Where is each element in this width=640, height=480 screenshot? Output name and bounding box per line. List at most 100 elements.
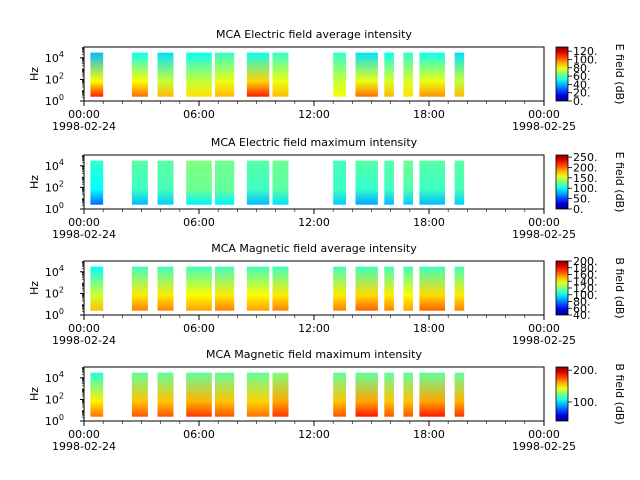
data-block xyxy=(384,52,394,97)
start-date-label: 1998-02-24 xyxy=(52,334,116,347)
colorbar-tick-label: 100. xyxy=(573,53,598,66)
end-date-label: 1998-02-25 xyxy=(512,120,576,133)
x-tick-label: 00:00 xyxy=(528,216,560,229)
start-date-label: 1998-02-24 xyxy=(52,440,116,453)
data-block xyxy=(333,160,346,205)
y-tick-label: 100 xyxy=(45,307,64,322)
data-block xyxy=(272,52,289,97)
y-tick-label: 102 xyxy=(45,179,64,194)
x-tick-label: 12:00 xyxy=(298,216,330,229)
colorbar-tick-label: 120. xyxy=(573,282,598,295)
data-block xyxy=(131,160,148,205)
end-date-label: 1998-02-25 xyxy=(512,228,576,241)
data-block xyxy=(419,266,445,311)
colorbar-tick-label: 200. xyxy=(573,255,598,268)
data-block xyxy=(355,52,378,97)
colorbar-tick-label: 200. xyxy=(573,161,598,174)
x-tick-label: 18:00 xyxy=(413,216,445,229)
x-tick-label: 00:00 xyxy=(528,108,560,121)
colorbar-tick-label: 180. xyxy=(573,262,598,275)
y-tick-label: 104 xyxy=(45,50,64,65)
colorbar-tick-label: 80. xyxy=(573,296,591,309)
data-block xyxy=(403,266,413,311)
colorbar-tick-label: 140. xyxy=(573,275,598,288)
data-block xyxy=(403,52,413,97)
y-axis-label: Hz xyxy=(28,387,41,401)
data-block xyxy=(454,372,465,417)
colorbar-tick-label: 120. xyxy=(573,45,598,58)
chart-panel-1: MCA Electric field average intensity 100 1… xyxy=(28,28,626,133)
x-tick-label: 00:00 xyxy=(528,322,560,335)
colorbar-label: E field (dB) xyxy=(613,44,626,105)
data-block xyxy=(419,372,445,417)
data-block xyxy=(215,160,235,205)
data-block xyxy=(186,372,212,417)
colorbar-label: B field (dB) xyxy=(613,363,626,424)
start-date-label: 1998-02-24 xyxy=(52,228,116,241)
data-block xyxy=(157,160,174,205)
colorbar-label: E field (dB) xyxy=(613,152,626,213)
plot-frame xyxy=(83,260,545,316)
y-tick-label: 104 xyxy=(45,158,64,173)
y-tick-label: 100 xyxy=(45,201,64,216)
colorbar xyxy=(555,46,569,102)
data-block xyxy=(272,160,289,205)
data-block xyxy=(419,160,445,205)
data-block xyxy=(333,372,346,417)
data-block xyxy=(419,52,445,97)
data-block xyxy=(384,160,394,205)
data-block xyxy=(454,52,465,97)
x-tick-label: 18:00 xyxy=(413,108,445,121)
data-block xyxy=(131,266,148,311)
colorbar xyxy=(555,154,569,210)
y-axis-label: Hz xyxy=(28,175,41,189)
data-block xyxy=(157,52,174,97)
colorbar-tick-label: 60. xyxy=(573,70,591,83)
chart-title: MCA Electric field maximum intensity xyxy=(211,136,418,149)
colorbar xyxy=(555,260,569,316)
chart-title: MCA Magnetic field maximum intensity xyxy=(206,348,422,361)
data-block xyxy=(186,160,212,205)
x-tick-label: 12:00 xyxy=(298,322,330,335)
chart-title: MCA Electric field average intensity xyxy=(216,28,412,41)
x-tick-label: 00:00 xyxy=(68,216,100,229)
data-block xyxy=(131,372,148,417)
chart-title: MCA Magnetic field average intensity xyxy=(211,242,417,255)
x-tick-label: 00:00 xyxy=(68,322,100,335)
chart-panel-3: MCA Magnetic field average intensity 100 1… xyxy=(28,242,626,347)
data-block xyxy=(272,372,289,417)
y-tick-label: 104 xyxy=(45,264,64,279)
colorbar-tick-label: 150. xyxy=(573,172,598,185)
data-block xyxy=(90,372,104,417)
colorbar xyxy=(555,366,569,422)
plot-frame xyxy=(83,366,545,422)
data-block xyxy=(215,266,235,311)
plot-frame xyxy=(83,154,545,210)
x-tick-label: 06:00 xyxy=(183,428,215,441)
colorbar-tick-label: 40. xyxy=(573,78,591,91)
x-tick-label: 18:00 xyxy=(413,322,445,335)
data-block xyxy=(333,52,346,97)
x-tick-label: 06:00 xyxy=(183,322,215,335)
data-block xyxy=(186,52,212,97)
data-block xyxy=(90,160,104,205)
x-tick-label: 06:00 xyxy=(183,108,215,121)
end-date-label: 1998-02-25 xyxy=(512,440,576,453)
chart-panel-2: MCA Electric field maximum intensity 100 1… xyxy=(28,136,626,241)
colorbar-tick-label: 100. xyxy=(573,289,598,302)
end-date-label: 1998-02-25 xyxy=(512,334,576,347)
colorbar-tick-label: 60. xyxy=(573,302,591,315)
data-block xyxy=(215,372,235,417)
colorbar-label: B field (dB) xyxy=(613,257,626,318)
colorbar-tick-label: 0. xyxy=(573,95,584,108)
y-tick-label: 100 xyxy=(45,413,64,428)
colorbar-tick-label: 100. xyxy=(573,182,598,195)
data-block xyxy=(90,266,104,311)
data-block xyxy=(355,372,378,417)
plot-frame xyxy=(83,46,545,102)
y-axis-label: Hz xyxy=(28,281,41,295)
x-tick-label: 00:00 xyxy=(68,428,100,441)
data-block xyxy=(215,52,235,97)
x-tick-label: 18:00 xyxy=(413,428,445,441)
